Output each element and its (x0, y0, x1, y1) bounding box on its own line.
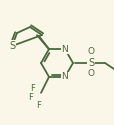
Text: F: F (28, 93, 33, 102)
Text: N: N (61, 72, 68, 81)
Text: F: F (30, 84, 35, 93)
Text: O: O (87, 70, 94, 78)
Text: N: N (61, 45, 68, 54)
Text: S: S (87, 58, 93, 68)
Text: F: F (36, 101, 41, 110)
Text: S: S (9, 41, 15, 51)
Text: O: O (87, 48, 94, 56)
